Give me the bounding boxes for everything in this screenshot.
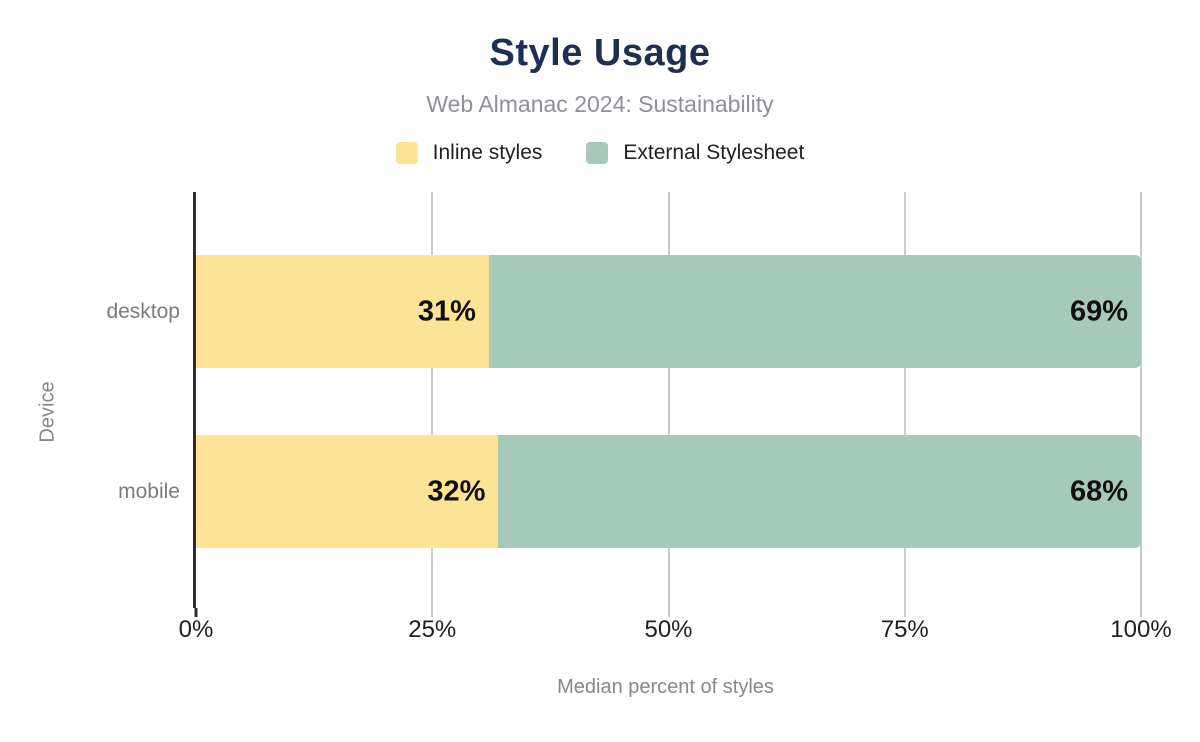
plot-area: 0% 25% 50% 75% 100% 31% 69% desktop 32% 68% mobile xyxy=(106,192,1172,643)
x-axis-tick xyxy=(903,608,906,617)
legend-label: Inline styles xyxy=(432,141,543,164)
bar-segment-external-stylesheet[interactable]: 69% xyxy=(488,255,1141,368)
legend: Inline styles External Stylesheet xyxy=(0,141,1200,165)
x-tick-label: 25% xyxy=(408,616,457,643)
chart-subtitle: Web Almanac 2024: Sustainability xyxy=(426,91,774,117)
gridline xyxy=(431,192,434,608)
external-stylesheet-swatch-icon xyxy=(586,142,609,164)
bar-row-mobile: 32% 68% xyxy=(196,435,1141,548)
bar-row-desktop: 31% 69% xyxy=(196,255,1141,368)
x-axis-tick xyxy=(1140,608,1142,617)
gridline xyxy=(667,192,670,608)
legend-item-external-stylesheet[interactable]: External Stylesheet xyxy=(586,141,804,165)
legend-item-inline-styles[interactable]: Inline styles xyxy=(395,141,543,165)
category-label-desktop: desktop xyxy=(106,299,180,323)
gridline xyxy=(903,192,906,608)
bar-value-label: 32% xyxy=(427,475,486,507)
x-axis-tick xyxy=(194,608,198,617)
x-axis-tick xyxy=(431,608,434,617)
legend-label: External Stylesheet xyxy=(623,141,805,164)
inline-styles-swatch-icon xyxy=(395,142,418,164)
category-label-mobile: mobile xyxy=(118,479,180,503)
bar-segment-inline-styles[interactable]: 32% xyxy=(196,435,499,548)
bar-segment-inline-styles[interactable]: 31% xyxy=(196,255,489,368)
x-axis-title: Median percent of styles xyxy=(557,676,774,698)
chart-title: Style Usage xyxy=(489,32,711,74)
bar-value-label: 31% xyxy=(417,295,476,327)
x-tick-label: 75% xyxy=(880,616,929,643)
gridline xyxy=(1140,192,1142,608)
x-tick-label: 0% xyxy=(178,616,214,643)
x-axis-tick xyxy=(667,608,670,617)
bar-value-label: 69% xyxy=(1069,295,1128,327)
bar-value-label: 68% xyxy=(1069,475,1128,507)
x-tick-label: 50% xyxy=(644,616,693,643)
bar-segment-external-stylesheet[interactable]: 68% xyxy=(498,435,1141,548)
x-tick-label: 100% xyxy=(1110,616,1172,643)
y-axis-title: Device xyxy=(36,381,59,443)
